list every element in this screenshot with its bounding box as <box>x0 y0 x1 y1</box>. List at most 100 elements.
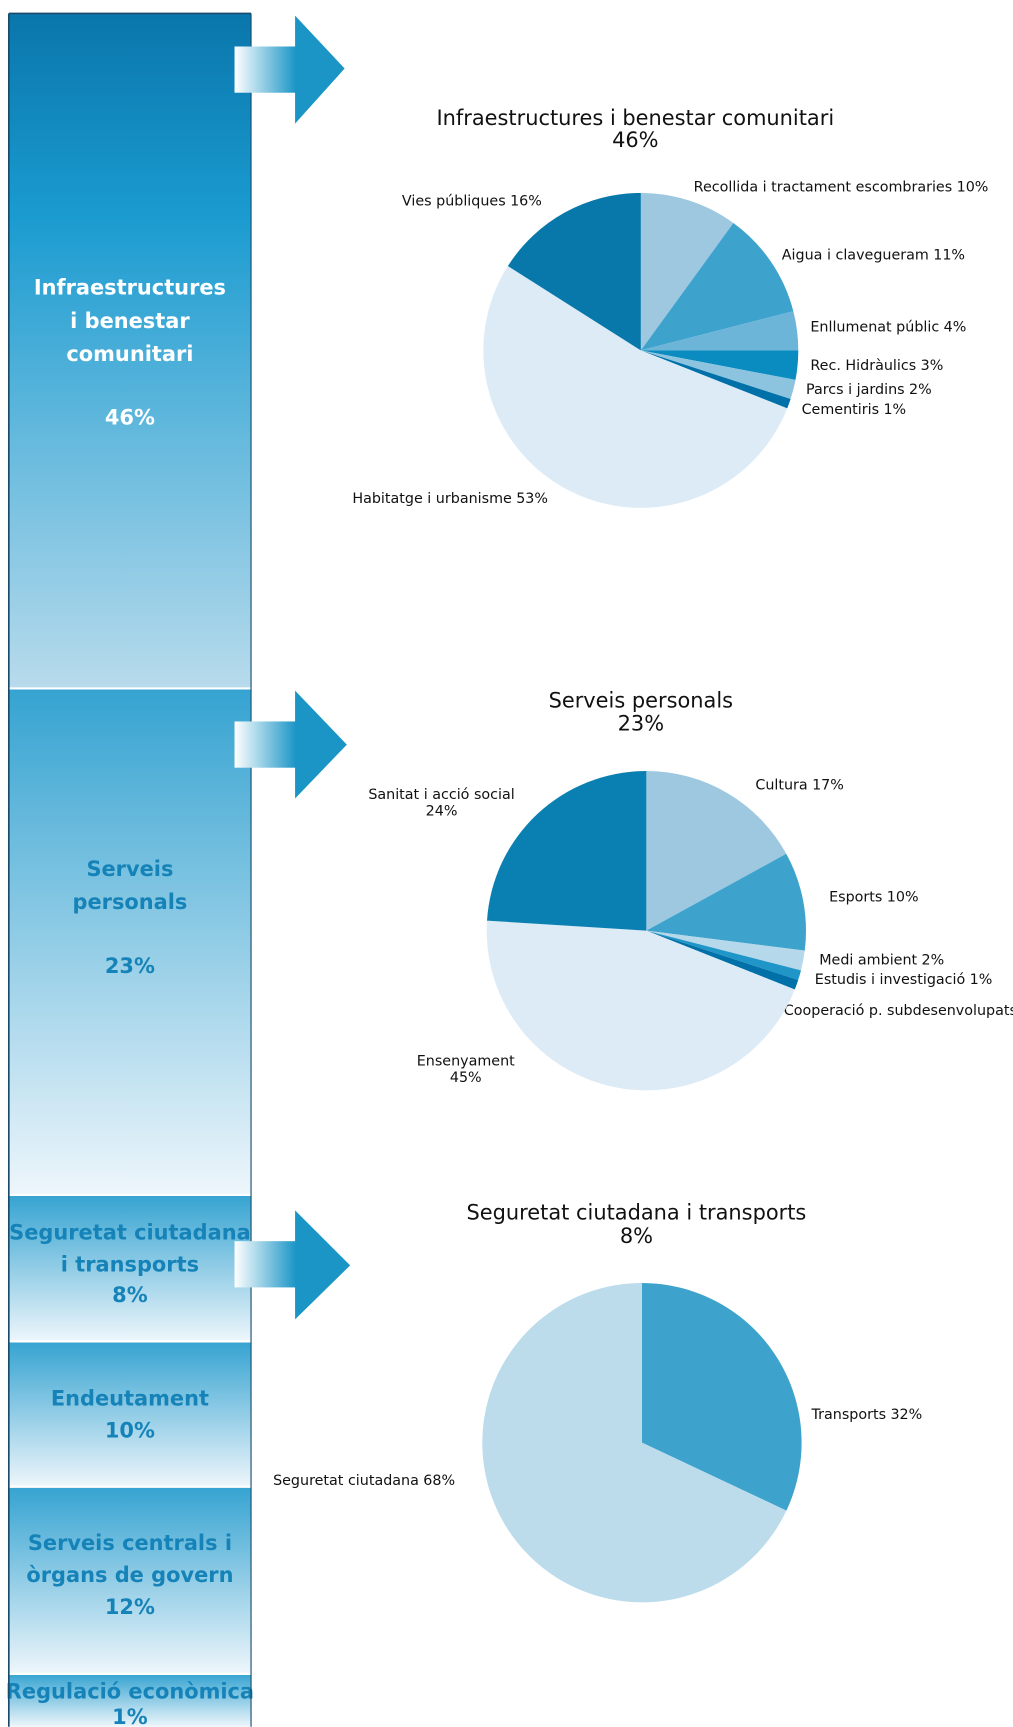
slice-label: Rec. Hidràulics 3% <box>810 358 943 374</box>
slice-category: Recollida i tractament escombraries <box>694 179 953 195</box>
slice-category: Rec. Hidràulics <box>810 358 916 374</box>
arrow-body <box>234 721 297 768</box>
sidebar-section <box>8 13 252 689</box>
slice-category: Transports <box>811 1407 887 1423</box>
slice-label: Recollida i tractament escombraries 10% <box>694 179 989 195</box>
slice-label: Cementiris 1% <box>802 402 907 418</box>
sidebar-label: òrgans de govern <box>26 1563 233 1587</box>
slice-value: 1% <box>970 972 993 988</box>
slice-category: Estudis i investigació <box>815 972 965 988</box>
slice-label: Transports 32% <box>811 1407 923 1423</box>
slice-label: Vies públiques 16% <box>402 194 542 210</box>
slice-category: Cementiris <box>802 402 879 418</box>
sidebar-label: i benestar <box>70 309 190 333</box>
sidebar-section <box>8 1341 252 1487</box>
slice-category: Parcs i jardins <box>806 382 905 398</box>
sidebar-section <box>8 1486 252 1674</box>
pie-slice <box>486 771 647 931</box>
sidebar-percent: 23% <box>105 954 155 978</box>
pie-slice <box>640 311 799 351</box>
chart-title: Seguretat ciutadana i transports <box>467 1201 807 1225</box>
slice-label: Estudis i investigació 1% <box>815 972 993 988</box>
chart: Infraestructures i benestar comunitari46… <box>352 106 988 508</box>
sidebar-label: Serveis centrals i <box>28 1531 232 1555</box>
arrow-body <box>234 46 297 93</box>
sidebar-label: Regulació econòmica <box>6 1680 254 1704</box>
slice-label: Aigua i clavegueram 11% <box>782 248 965 264</box>
slice-value: 3% <box>921 358 944 374</box>
pie-slice <box>640 350 796 400</box>
slice-value: 24% <box>426 804 458 820</box>
slice-value: 11% <box>933 248 965 264</box>
sidebar-label: Endeutament <box>51 1387 209 1411</box>
sidebar-percent: 8% <box>112 1283 148 1307</box>
pie-slice <box>640 192 734 351</box>
arrows <box>234 15 351 1320</box>
sidebar: Infraestructures i benestar comunitari 46% S… <box>6 12 254 1727</box>
slice-value: 45% <box>450 1070 482 1086</box>
slice-label: Ensenyament <box>417 1054 515 1070</box>
slice-category: Habitatge i urbanisme <box>352 491 512 507</box>
arrow-head <box>295 15 345 124</box>
slice-value: 10% <box>957 179 989 195</box>
slice-value: 32% <box>890 1407 922 1423</box>
sidebar-percent: 10% <box>105 1419 155 1443</box>
slice-value: 10% <box>887 890 919 906</box>
slice-category: Cultura <box>755 777 807 793</box>
slice-label: Cultura 17% <box>755 777 844 793</box>
slice-value: 17% <box>812 777 844 793</box>
pie-slice <box>646 930 805 971</box>
chart-subtitle: 46% <box>612 128 658 152</box>
chart-title: Infraestructures i benestar comunitari <box>436 106 834 130</box>
slice-label: Medi ambient 2% <box>819 952 944 968</box>
slice-label: Parcs i jardins 2% <box>806 382 932 398</box>
slice-category: Enllumenat públic <box>810 319 939 335</box>
sidebar-label: Infraestructures <box>34 276 226 300</box>
slice-value: 68% <box>423 1473 455 1489</box>
sidebar-label: Serveis <box>86 857 173 881</box>
sidebar-section <box>8 1673 252 1727</box>
sidebar-section <box>8 688 252 1195</box>
slice-label: Esports 10% <box>829 890 918 906</box>
sidebar-label: Seguretat ciutadana <box>9 1220 251 1244</box>
slice-category: Esports <box>829 890 882 906</box>
sidebar-label: i transports <box>61 1252 199 1276</box>
slice-label: Seguretat ciutadana 68% <box>273 1473 455 1489</box>
slice-value: 1% <box>883 402 906 418</box>
slice-label: Cooperació p. subdesenvolupats1% <box>784 1003 1013 1019</box>
slice-label: Habitatge i urbanisme 53% <box>352 491 548 507</box>
arrow-head <box>295 690 347 799</box>
arrow-head <box>295 1210 351 1320</box>
sidebar-section <box>8 1194 252 1342</box>
pie-slice <box>640 350 791 409</box>
sidebar-label: comunitari <box>66 342 193 366</box>
pie-slice <box>640 223 794 351</box>
slice-label: Sanitat i acció social <box>368 787 514 803</box>
sidebar-label: personals <box>72 890 187 914</box>
slice-category: Vies públiques <box>402 194 506 210</box>
pie-slice <box>640 350 799 380</box>
pie-slice <box>486 920 795 1091</box>
pie-slice <box>482 1283 787 1603</box>
pie-slice <box>646 930 799 990</box>
slice-category: Seguretat ciutadana <box>273 1473 419 1489</box>
chart-title: Serveis personals <box>549 689 733 713</box>
slice-value: 2% <box>909 382 932 398</box>
arrow-body <box>234 1241 297 1288</box>
slice-label: Enllumenat públic 4% <box>810 319 966 335</box>
slice-value: 4% <box>944 319 967 335</box>
chart-subtitle: 23% <box>618 712 664 736</box>
pie-slice <box>507 192 641 351</box>
slice-category: Medi ambient <box>819 952 917 968</box>
pie-slice <box>641 1283 802 1511</box>
pie-slice <box>646 771 787 931</box>
chart-subtitle: 8% <box>620 1224 653 1248</box>
slice-value: 16% <box>510 194 542 210</box>
slice-value: 53% <box>516 491 548 507</box>
sidebar-percent: 1% <box>112 1705 148 1727</box>
sidebar-percent: 12% <box>105 1595 155 1619</box>
slice-category: Aigua i clavegueram <box>782 248 929 264</box>
